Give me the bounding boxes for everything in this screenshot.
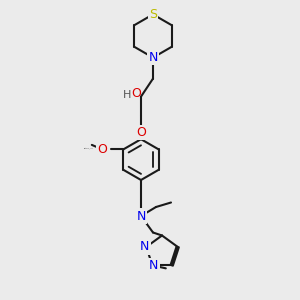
Text: N: N — [148, 51, 158, 64]
Text: H: H — [123, 90, 132, 100]
Text: S: S — [149, 8, 157, 21]
Text: N: N — [136, 209, 146, 223]
Text: O: O — [136, 126, 146, 139]
Text: methoxy_line: methoxy_line — [84, 147, 94, 149]
Text: N: N — [140, 240, 149, 254]
Text: O: O — [132, 86, 141, 100]
Text: N: N — [149, 259, 158, 272]
Text: O: O — [98, 143, 107, 156]
